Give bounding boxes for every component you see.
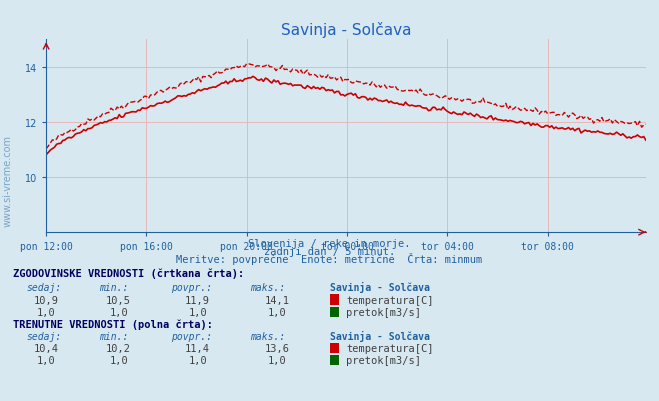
Text: 13,6: 13,6 <box>264 343 289 353</box>
Text: 1,0: 1,0 <box>109 307 128 317</box>
Text: temperatura[C]: temperatura[C] <box>346 343 434 353</box>
Text: povpr.:: povpr.: <box>171 283 212 293</box>
Text: maks.:: maks.: <box>250 331 285 341</box>
Text: temperatura[C]: temperatura[C] <box>346 295 434 305</box>
Text: min.:: min.: <box>99 283 129 293</box>
Title: Savinja - Solčava: Savinja - Solčava <box>281 22 411 38</box>
Text: 1,0: 1,0 <box>37 355 55 365</box>
Text: 10,9: 10,9 <box>34 295 59 305</box>
Text: Savinja - Solčava: Savinja - Solčava <box>330 330 430 341</box>
Text: 1,0: 1,0 <box>268 355 286 365</box>
Text: zadnji dan / 5 minut.: zadnji dan / 5 minut. <box>264 247 395 257</box>
Text: Meritve: povprečne  Enote: metrične  Črta: minmum: Meritve: povprečne Enote: metrične Črta:… <box>177 253 482 265</box>
Text: pretok[m3/s]: pretok[m3/s] <box>346 355 421 365</box>
Text: 14,1: 14,1 <box>264 295 289 305</box>
Text: www.si-vreme.com: www.si-vreme.com <box>3 135 13 226</box>
Text: 1,0: 1,0 <box>37 307 55 317</box>
Text: sedaj:: sedaj: <box>26 283 61 293</box>
Text: min.:: min.: <box>99 331 129 341</box>
Text: povpr.:: povpr.: <box>171 331 212 341</box>
Text: 1,0: 1,0 <box>188 307 207 317</box>
Text: 11,4: 11,4 <box>185 343 210 353</box>
Text: 11,9: 11,9 <box>185 295 210 305</box>
Text: sedaj:: sedaj: <box>26 331 61 341</box>
Text: TRENUTNE VREDNOSTI (polna črta):: TRENUTNE VREDNOSTI (polna črta): <box>13 318 213 329</box>
Text: 1,0: 1,0 <box>109 355 128 365</box>
Text: 1,0: 1,0 <box>188 355 207 365</box>
Text: Savinja - Solčava: Savinja - Solčava <box>330 282 430 293</box>
Text: pretok[m3/s]: pretok[m3/s] <box>346 307 421 317</box>
Text: 10,4: 10,4 <box>34 343 59 353</box>
Text: 10,2: 10,2 <box>106 343 131 353</box>
Text: ZGODOVINSKE VREDNOSTI (črtkana črta):: ZGODOVINSKE VREDNOSTI (črtkana črta): <box>13 268 244 279</box>
Text: 1,0: 1,0 <box>268 307 286 317</box>
Text: Slovenija / reke in morje.: Slovenija / reke in morje. <box>248 239 411 249</box>
Text: 10,5: 10,5 <box>106 295 131 305</box>
Text: maks.:: maks.: <box>250 283 285 293</box>
